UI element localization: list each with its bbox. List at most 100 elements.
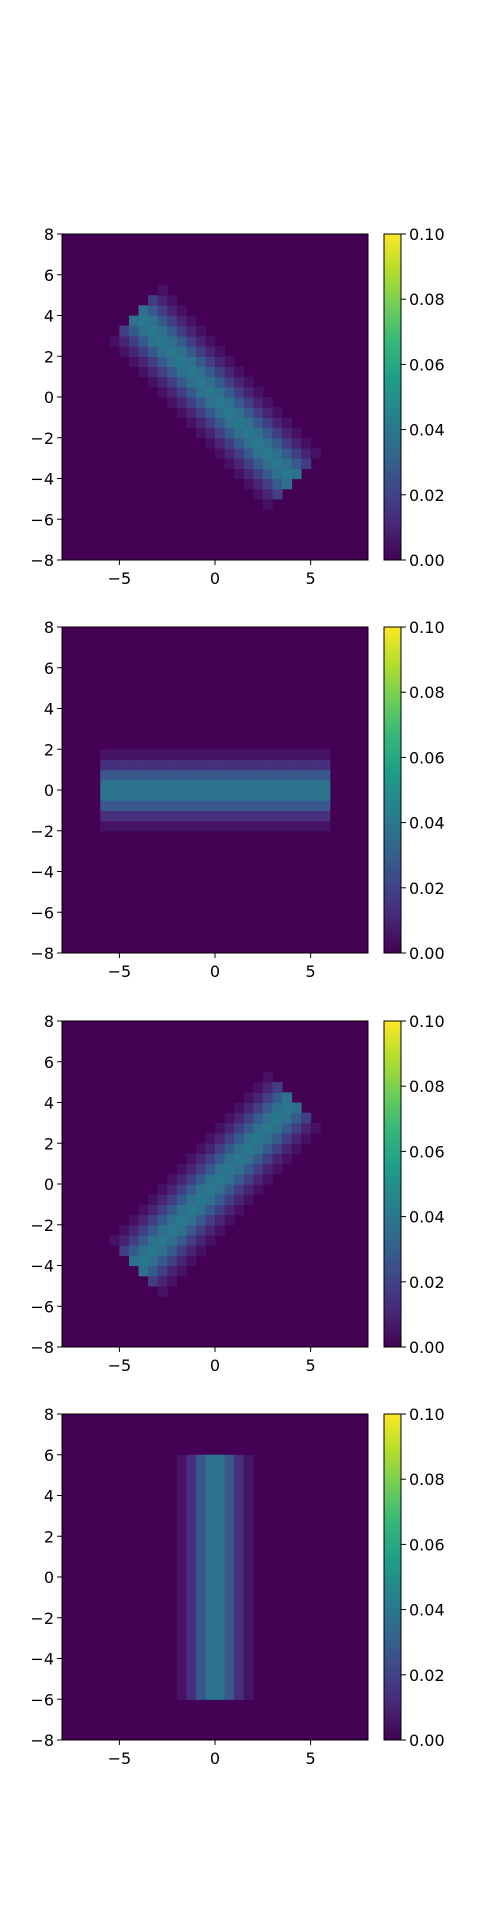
heatmap-cell xyxy=(138,820,149,832)
heatmap-cell xyxy=(253,810,264,822)
heatmap-cell xyxy=(291,1143,302,1155)
heatmap-cell xyxy=(253,386,264,398)
heatmap-cell xyxy=(195,1526,207,1537)
heatmap-cell xyxy=(195,1204,207,1216)
heatmap-cell xyxy=(281,458,293,469)
heatmap-cell xyxy=(167,1184,178,1195)
heatmap-cell xyxy=(243,1163,254,1175)
heatmap-cell xyxy=(148,769,159,781)
heatmap-cell xyxy=(224,1495,235,1507)
heatmap-cell xyxy=(215,376,226,388)
heatmap-cell xyxy=(128,800,140,811)
heatmap-cell xyxy=(109,779,120,791)
heatmap-cell xyxy=(195,1668,207,1680)
heatmap-cell xyxy=(205,1133,216,1144)
heatmap-cell xyxy=(301,749,312,761)
heatmap-cell xyxy=(186,1648,197,1660)
heatmap-cell xyxy=(243,458,254,469)
heatmap-cell xyxy=(148,759,159,771)
heatmap-cell xyxy=(243,376,254,388)
heatmap-cell xyxy=(109,1234,120,1246)
heatmap-cell xyxy=(253,458,264,469)
heatmap-cell xyxy=(291,749,302,761)
heatmap-cell xyxy=(109,800,120,811)
heatmap-cell xyxy=(215,397,226,408)
heatmap-cell xyxy=(176,1184,187,1195)
x-tick-label: 5 xyxy=(306,962,316,981)
heatmap-cell xyxy=(262,790,273,801)
heatmap-cell xyxy=(262,820,273,832)
heatmap-cell xyxy=(234,1163,245,1175)
heatmap-cell xyxy=(243,1658,254,1670)
heatmap-cell xyxy=(320,769,331,781)
heatmap-cell xyxy=(234,1495,245,1507)
heatmap-cell xyxy=(253,437,264,449)
heatmap-cell xyxy=(148,335,159,347)
heatmap-cell xyxy=(281,427,293,439)
heatmap-cell xyxy=(195,1617,207,1629)
heatmap-cell xyxy=(157,1184,168,1195)
heatmap-cell xyxy=(262,447,273,459)
heatmap-cell xyxy=(253,800,264,811)
heatmap-cell xyxy=(215,800,226,811)
heatmap-cell xyxy=(205,749,216,761)
heatmap-cell xyxy=(234,1194,245,1205)
heatmap-cell xyxy=(186,790,197,801)
heatmap-cell xyxy=(215,790,226,801)
heatmap-cell xyxy=(224,1689,235,1700)
heatmap-cell xyxy=(186,810,197,822)
heatmap-cell xyxy=(310,790,321,801)
heatmap-cell xyxy=(215,1627,226,1639)
heatmap-cell xyxy=(215,346,226,357)
heatmap-cell xyxy=(186,1163,197,1175)
heatmap-cell xyxy=(291,1112,302,1124)
heatmap-cell xyxy=(195,1607,207,1619)
heatmap-cell xyxy=(195,1194,207,1205)
heatmap-cell xyxy=(186,759,197,771)
heatmap-cell xyxy=(157,325,168,337)
heatmap-cell xyxy=(243,1638,254,1649)
heatmap-cell xyxy=(148,1194,159,1205)
heatmap-cell xyxy=(253,749,264,761)
heatmap-cell xyxy=(148,820,159,832)
heatmap-cell xyxy=(281,1122,293,1134)
x-tick-label: 5 xyxy=(306,569,316,588)
heatmap-cell xyxy=(310,820,321,832)
heatmap-cell xyxy=(234,810,245,822)
heatmap-cell xyxy=(167,386,178,398)
heatmap-cell xyxy=(167,1194,178,1205)
heatmap-cell xyxy=(157,366,168,378)
heatmap-cell xyxy=(109,759,120,771)
heatmap-cell xyxy=(176,346,187,357)
heatmap-cell xyxy=(243,1092,254,1104)
heatmap-cell xyxy=(186,1495,197,1507)
heatmap-cell xyxy=(100,810,111,822)
heatmap-cell xyxy=(205,1577,216,1588)
heatmap-cell xyxy=(253,790,264,801)
x-tick-label: −5 xyxy=(108,962,132,981)
heatmap-cell xyxy=(224,427,235,439)
heatmap-cell xyxy=(148,800,159,811)
heatmap-cell xyxy=(272,458,283,469)
heatmap-cell xyxy=(186,1184,197,1195)
heatmap-cell xyxy=(167,800,178,811)
heatmap-cell xyxy=(253,1133,264,1144)
heatmap-cell xyxy=(167,376,178,388)
panels: −5 0 5 8 6 4 2 0 −2 −4 −6 −8 0.00 0.02 0.04 0.06 0.08 0.1… xyxy=(30,225,444,1768)
heatmap-cell xyxy=(272,407,283,418)
heatmap-cell xyxy=(186,1194,197,1205)
heatmap-cell xyxy=(234,790,245,801)
heatmap-cell xyxy=(281,769,293,781)
heatmap-cell xyxy=(301,1112,312,1124)
heatmap-cell xyxy=(195,1515,207,1527)
heatmap-cell xyxy=(195,1648,207,1660)
heatmap-cell xyxy=(109,335,120,347)
heatmap-cell xyxy=(234,1546,245,1558)
heatmap-cell xyxy=(234,1112,245,1124)
colorbar-tick-label: 0.00 xyxy=(409,1338,445,1357)
heatmap-cell xyxy=(128,356,140,368)
heatmap-cell xyxy=(234,417,245,429)
heatmap-cell xyxy=(186,1668,197,1680)
heatmap-cell xyxy=(243,1607,254,1619)
heatmap-cell xyxy=(243,1495,254,1507)
